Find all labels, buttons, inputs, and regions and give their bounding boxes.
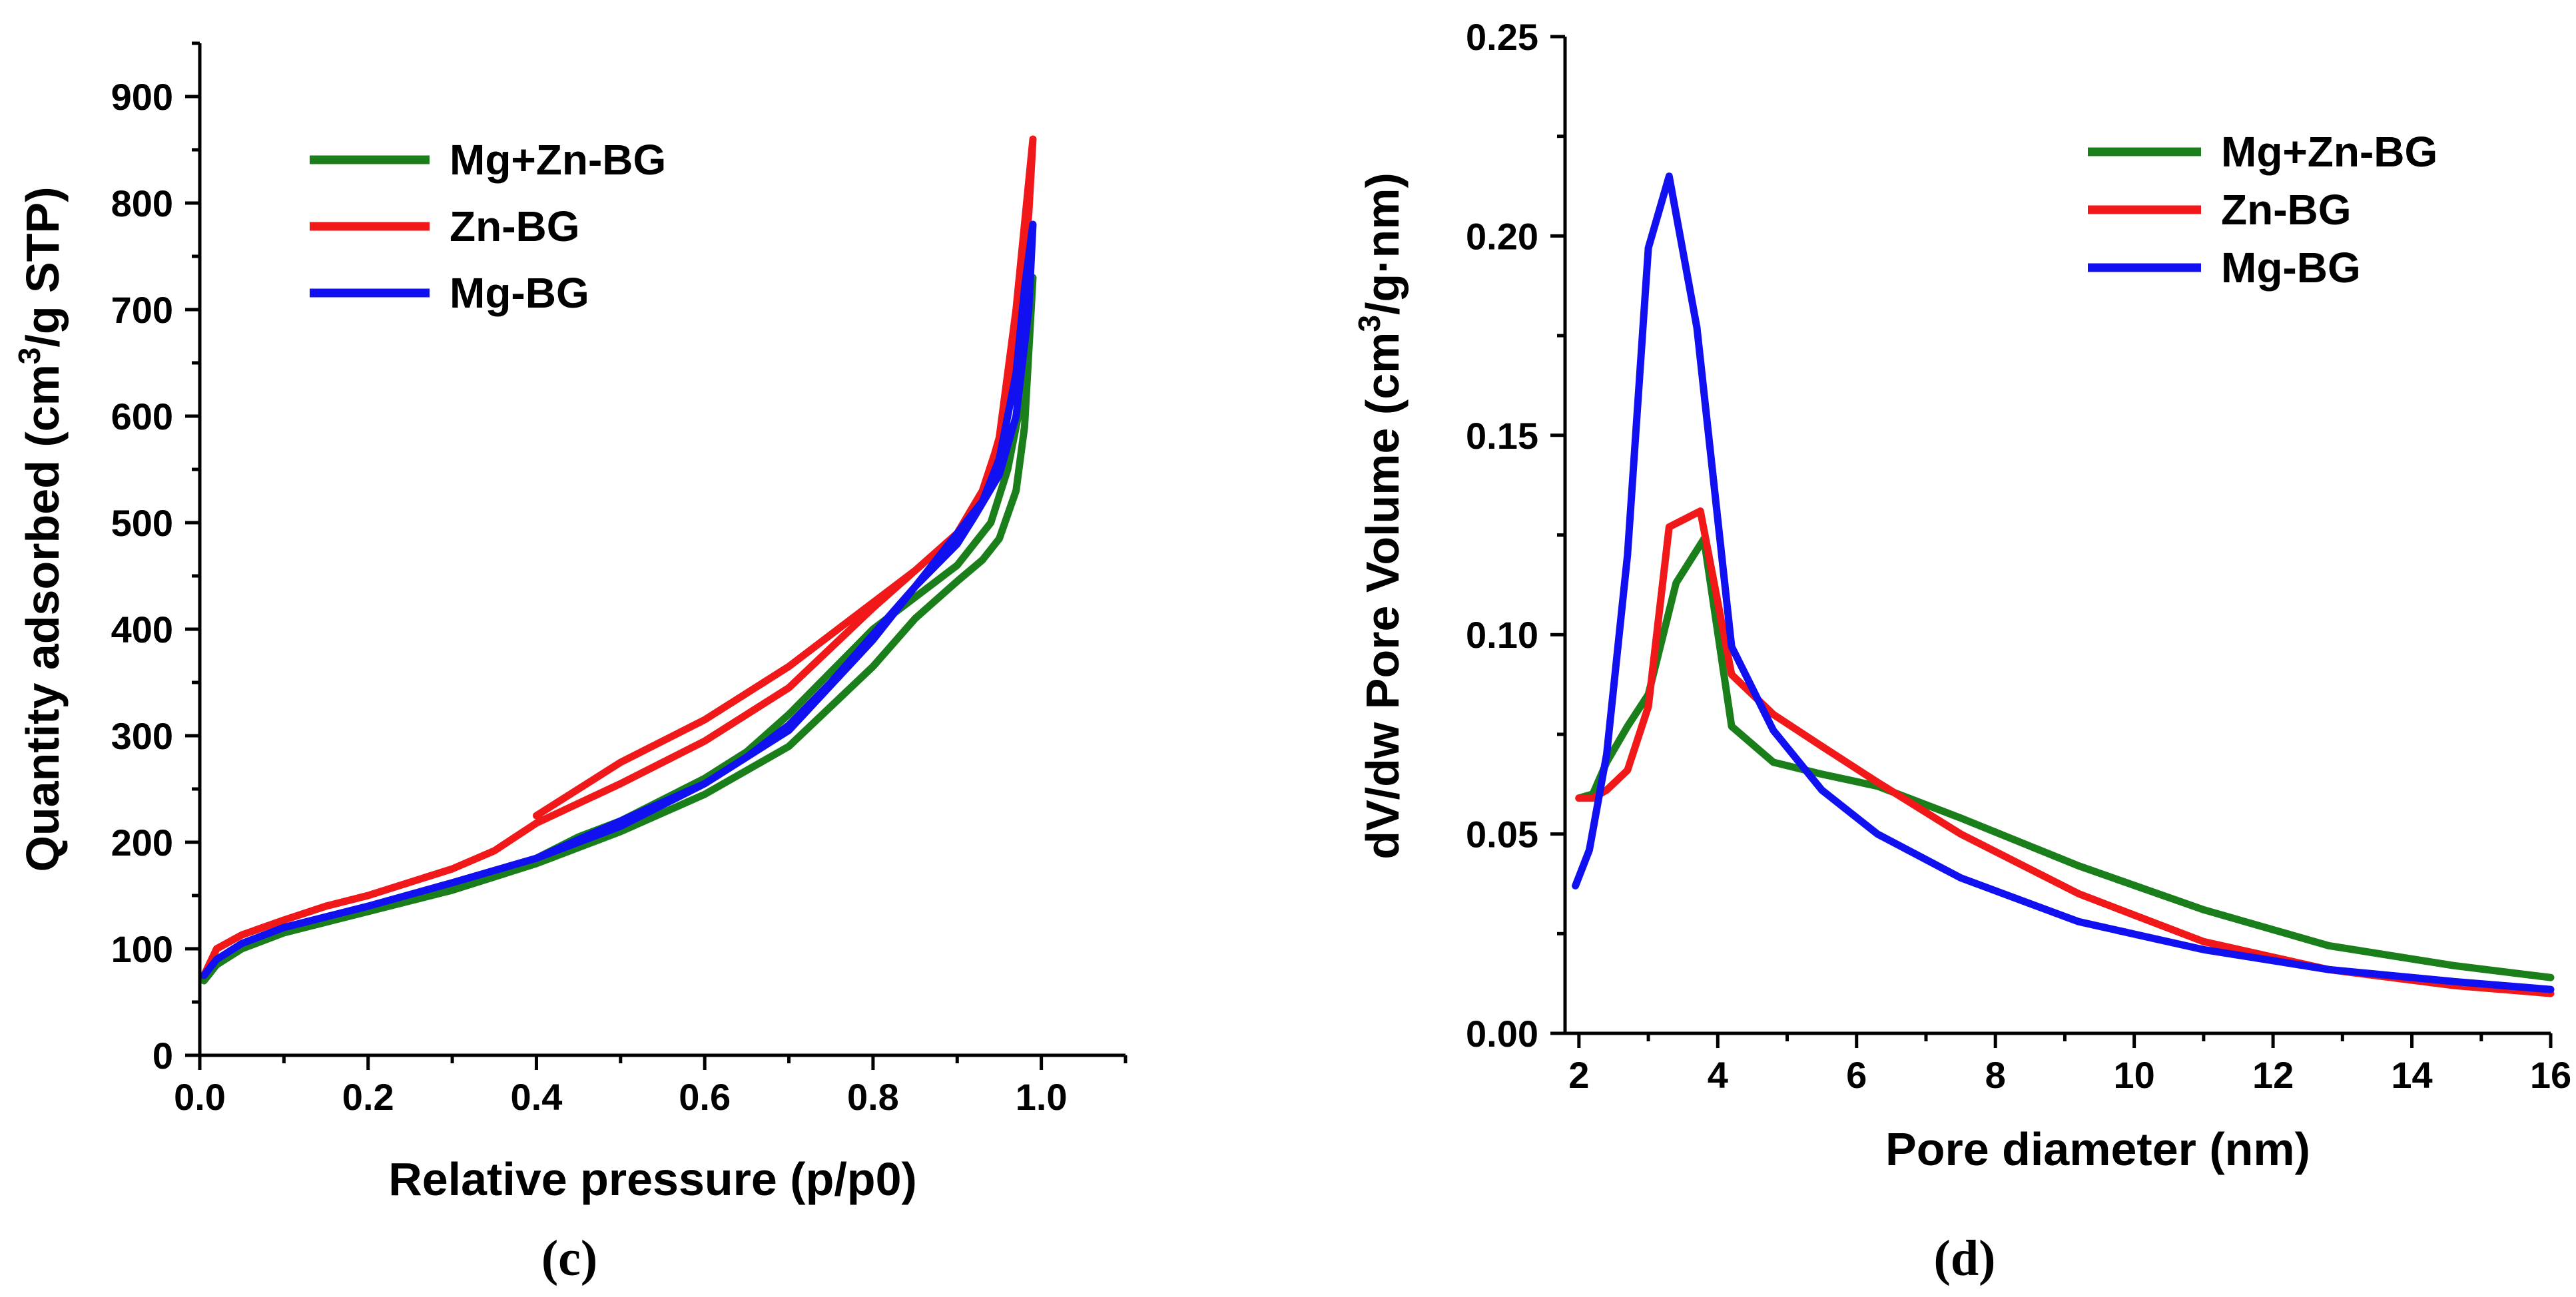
x-tick-label: 0.2 xyxy=(342,1076,394,1118)
y-tick-label: 600 xyxy=(111,395,173,437)
legend-label: Mg-BG xyxy=(2221,244,2361,292)
series-line-zn-bg xyxy=(1575,507,2555,997)
y-axis-title-main: dV/dw Pore Volume (cm xyxy=(1357,332,1409,860)
panel-label-d: (d) xyxy=(1934,1230,1996,1286)
y-tick-label: 0.20 xyxy=(1466,215,1538,257)
series-line-mg-zn-bg xyxy=(1575,535,2555,981)
legend-label: Mg+Zn-BG xyxy=(450,136,666,184)
axis-ticks: 0 100 200 300 400 500 600 700 800 900 0.0 0.2 0.4 0.6… xyxy=(111,41,1127,1118)
x-tick-label: 8 xyxy=(1985,1054,2006,1096)
y-tick-label: 400 xyxy=(111,609,173,650)
y-tick-label: 500 xyxy=(111,502,173,544)
y-axis-title-sup: 3 xyxy=(1352,315,1387,332)
x-tick-label: 12 xyxy=(2252,1054,2294,1096)
y-axis-title-tail: /g·nm) xyxy=(1357,172,1409,315)
y-tick-label: 0 xyxy=(153,1035,173,1077)
x-tick-label: 2 xyxy=(1568,1054,1589,1096)
y-tick-label: 0.00 xyxy=(1466,1013,1538,1055)
legend-label: Zn-BG xyxy=(2221,186,2352,234)
legend-label: Mg+Zn-BG xyxy=(2221,128,2437,176)
y-tick-label: 800 xyxy=(111,182,173,224)
legend-label: Zn-BG xyxy=(450,202,580,250)
chart-panel-d: 0.00 0.05 0.10 0.15 0.20 0.25 2 4 6 8 10 12 14 16 Mg+… xyxy=(1352,16,2571,1286)
series-line-mg-bg xyxy=(200,220,1037,979)
y-axis-title-tail: /g STP) xyxy=(17,186,69,347)
y-tick-label: 300 xyxy=(111,715,173,757)
x-tick-label: 6 xyxy=(1846,1054,1867,1096)
y-tick-label: 700 xyxy=(111,289,173,331)
y-tick-label: 100 xyxy=(111,928,173,970)
chart-panel-c: 0 100 200 300 400 500 600 700 800 900 0.0 0.2 0.4 0.6… xyxy=(12,41,1127,1286)
x-tick-label: 14 xyxy=(2391,1054,2432,1096)
x-tick-label: 0.4 xyxy=(511,1076,563,1118)
x-tick-label: 0.6 xyxy=(679,1076,731,1118)
legend: Mg+Zn-BG Zn-BG Mg-BG xyxy=(2088,128,2437,292)
x-tick-label: 16 xyxy=(2530,1054,2571,1096)
x-tick-label: 0.8 xyxy=(847,1076,899,1118)
x-tick-label: 10 xyxy=(2113,1054,2154,1096)
series-line-mg-bg xyxy=(1572,172,2555,993)
x-tick-label: 4 xyxy=(1708,1054,1728,1096)
x-tick-label: 1.0 xyxy=(1016,1076,1068,1118)
axis-ticks: 0.00 0.05 0.10 0.15 0.20 0.25 2 4 6 8 10 12 14 16 xyxy=(1466,16,2571,1096)
x-axis-title: Pore diameter (nm) xyxy=(1885,1123,2310,1175)
legend-label: Mg-BG xyxy=(450,269,589,317)
y-tick-label: 0.05 xyxy=(1466,814,1538,856)
y-axis-title: dV/dw Pore Volume (cm3/g·nm) xyxy=(1352,172,1409,860)
x-tick-label: 0.0 xyxy=(174,1076,226,1118)
series-group xyxy=(1572,172,2555,997)
x-axis-title: Relative pressure (p/p0) xyxy=(388,1153,917,1205)
series-group xyxy=(200,135,1037,985)
y-axis-title-main: Quantity adsorbed (cm xyxy=(17,364,69,872)
legend: Mg+Zn-BG Zn-BG Mg-BG xyxy=(310,136,666,317)
series-line-zn-bg xyxy=(200,135,1037,979)
panel-label-c: (c) xyxy=(541,1230,597,1286)
y-tick-label: 0.25 xyxy=(1466,16,1538,58)
y-axis-title-sup: 3 xyxy=(12,348,47,365)
y-tick-label: 0.15 xyxy=(1466,415,1538,457)
y-tick-label: 900 xyxy=(111,76,173,118)
y-tick-label: 0.10 xyxy=(1466,614,1538,656)
series-line-mg-zn-bg xyxy=(200,274,1037,985)
y-axis-title: Quantity adsorbed (cm3/g STP) xyxy=(12,186,69,872)
y-tick-label: 200 xyxy=(111,822,173,864)
